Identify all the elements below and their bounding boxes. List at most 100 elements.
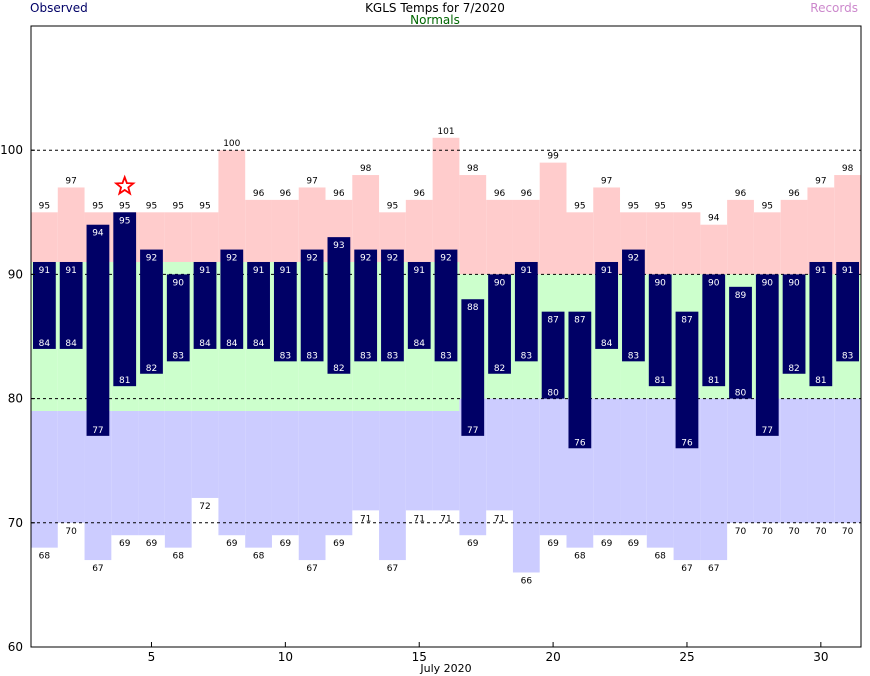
observed-low-label: 82 (333, 364, 344, 374)
x-tick-label: 20 (545, 650, 560, 664)
y-tick-label: 80 (8, 392, 23, 406)
observed-low-label: 81 (119, 376, 130, 386)
record-high-band (512, 199, 540, 275)
x-tick-label: 15 (412, 650, 427, 664)
observed-low-label: 76 (574, 438, 586, 448)
record-high-band (245, 199, 272, 262)
record-high-label: 97 (306, 176, 317, 186)
observed-bar (381, 249, 404, 362)
record-high-band (432, 137, 460, 262)
record-high-band (191, 212, 219, 262)
record-low-label: 68 (654, 552, 666, 562)
observed-high-label: 88 (467, 303, 479, 313)
record-high-band (593, 187, 621, 275)
record-low-label: 70 (788, 527, 800, 537)
record-high-label: 97 (65, 176, 76, 186)
record-high-band (459, 175, 487, 275)
observed-low-label: 84 (65, 339, 77, 349)
observed-bar (514, 261, 538, 362)
record-high-label: 95 (574, 201, 585, 211)
observed-bar (140, 249, 163, 374)
record-low-band (700, 398, 728, 561)
observed-low-label: 81 (815, 376, 826, 386)
record-high-label: 96 (735, 189, 747, 199)
observed-bar (327, 237, 351, 374)
observed-low-label: 83 (280, 351, 291, 361)
record-low-band (379, 411, 406, 561)
record-high-label: 98 (842, 164, 854, 174)
record-high-band (164, 212, 192, 262)
observed-high-label: 93 (333, 241, 344, 251)
record-high-band (753, 212, 781, 275)
observed-high-label: 91 (601, 266, 612, 276)
observed-high-label: 91 (280, 266, 291, 276)
observed-high-label: 90 (788, 278, 800, 288)
record-low-band (620, 398, 647, 536)
observed-low-label: 84 (253, 339, 265, 349)
record-low-band (111, 411, 139, 536)
observed-high-label: 91 (199, 266, 210, 276)
x-tick-label: 25 (679, 650, 694, 664)
record-low-band (164, 411, 192, 548)
observed-low-label: 84 (413, 339, 425, 349)
record-low-label: 69 (601, 539, 613, 549)
record-high-band (539, 162, 567, 275)
observed-low-label: 83 (521, 351, 532, 361)
observed-bar (166, 274, 190, 362)
record-low-label: 68 (39, 552, 51, 562)
record-low-band (245, 411, 272, 548)
observed-bar (220, 249, 244, 349)
record-low-label: 71 (360, 514, 371, 524)
observed-low-label: 83 (387, 351, 398, 361)
observed-bars-layer (33, 212, 859, 449)
y-tick-label: 70 (8, 516, 23, 530)
record-low-band (539, 398, 567, 536)
record-low-label: 70 (842, 527, 854, 537)
y-tick-label: 90 (8, 267, 23, 281)
observed-low-label: 83 (842, 351, 853, 361)
legend-records: Records (810, 1, 858, 15)
record-high-band (405, 199, 433, 262)
record-low-label: 68 (173, 552, 185, 562)
observed-high-label: 90 (762, 278, 774, 288)
record-high-label: 98 (467, 164, 479, 174)
observed-bar (675, 311, 699, 449)
observed-bar (836, 261, 859, 362)
record-low-label: 69 (467, 539, 479, 549)
record-high-label: 95 (199, 201, 210, 211)
observed-bar (541, 311, 565, 399)
observed-low-label: 84 (199, 339, 211, 349)
record-high-label: 96 (413, 189, 425, 199)
data-labels-layer: 95 68 91 84 97 70 91 84 95 67 94 77 95 69 95 81 95 69 92 82… (39, 127, 854, 587)
record-high-label: 98 (360, 164, 372, 174)
record-high-label: 95 (681, 201, 692, 211)
observed-high-label: 95 (119, 216, 130, 226)
record-high-band (780, 199, 808, 275)
observed-bar (434, 249, 458, 362)
observed-high-label: 92 (146, 254, 157, 264)
observed-low-label: 83 (173, 351, 184, 361)
legend-observed: Observed (30, 1, 88, 15)
observed-low-label: 80 (547, 389, 559, 399)
observed-high-label: 87 (681, 316, 692, 326)
record-high-label: 96 (333, 189, 345, 199)
observed-bar (488, 274, 511, 374)
observed-low-label: 80 (735, 389, 747, 399)
annotations-layer (113, 174, 136, 196)
observed-bar (595, 261, 619, 349)
observed-bar (247, 261, 270, 349)
record-low-label: 71 (440, 514, 451, 524)
record-high-label: 96 (280, 189, 292, 199)
observed-low-label: 81 (708, 376, 719, 386)
record-low-label: 71 (413, 514, 424, 524)
record-low-label: 72 (199, 502, 210, 512)
observed-low-label: 77 (762, 426, 773, 436)
observed-bar (648, 274, 672, 387)
observed-low-label: 83 (360, 351, 371, 361)
record-high-label: 97 (815, 176, 826, 186)
record-low-band (780, 398, 808, 523)
record-low-label: 70 (815, 527, 827, 537)
observed-high-label: 92 (628, 254, 639, 264)
record-low-band (405, 411, 433, 511)
record-high-band (834, 175, 861, 275)
